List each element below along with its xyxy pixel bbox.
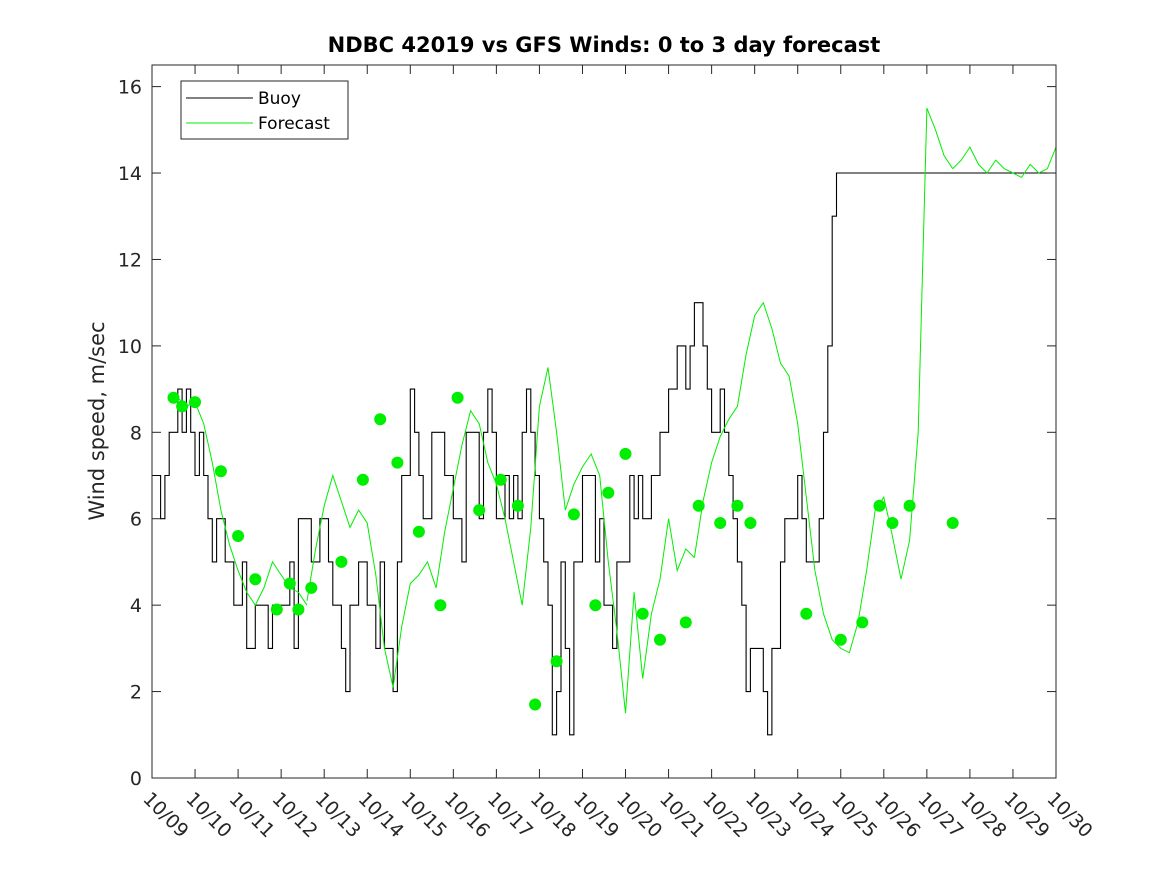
- analysis-point: [903, 499, 916, 512]
- y-tick-label: 2: [130, 682, 142, 704]
- analysis-point: [511, 499, 524, 512]
- analysis-point: [800, 607, 813, 620]
- analysis-point: [636, 607, 649, 620]
- analysis-point: [283, 577, 296, 590]
- analysis-point: [292, 603, 305, 616]
- analysis-point: [374, 413, 387, 426]
- analysis-point: [270, 603, 283, 616]
- analysis-point: [654, 633, 666, 646]
- analysis-point: [692, 499, 705, 512]
- y-tick-label: 0: [130, 768, 142, 790]
- analysis-point: [567, 508, 580, 521]
- analysis-point: [167, 391, 180, 404]
- analysis-point: [232, 530, 245, 542]
- forecast-line-3: [435, 367, 566, 606]
- y-tick-label: 12: [118, 249, 142, 271]
- analysis-point: [189, 396, 201, 409]
- axes-box: [151, 64, 1057, 779]
- analysis-point: [744, 517, 757, 529]
- analysis-point: [873, 499, 886, 512]
- legend-box: [180, 80, 349, 140]
- analysis-point: [214, 465, 227, 478]
- analysis-point: [249, 573, 262, 586]
- analysis-point: [856, 616, 869, 629]
- buoy-series: [152, 172, 1056, 736]
- analysis-point: [602, 486, 615, 499]
- y-axis-label: Wind speed, m/sec: [85, 321, 109, 520]
- legend: Buoy Forecast: [180, 80, 349, 140]
- legend-buoy-label: Buoy: [258, 89, 301, 109]
- analysis-point: [494, 473, 507, 486]
- analysis-point: [451, 391, 464, 404]
- y-axis-ticks: 0 2 4 6 8 10 12 14 16: [118, 77, 1056, 790]
- analysis-points: [167, 391, 959, 711]
- y-tick-label: 14: [118, 163, 142, 185]
- y-tick-label: 16: [118, 77, 142, 99]
- chart-title: NDBC 42019 vs GFS Winds: 0 to 3 day fore…: [328, 33, 881, 57]
- analysis-point: [473, 504, 486, 517]
- analysis-point: [335, 555, 348, 568]
- forecast-line-5: [693, 301, 824, 614]
- forecast-line-6: [823, 108, 954, 654]
- analysis-point: [589, 599, 602, 612]
- analysis-point: [305, 581, 318, 594]
- forecast-line-7: [952, 146, 1057, 179]
- analysis-point: [356, 473, 369, 486]
- analysis-point: [946, 517, 959, 529]
- y-tick-label: 10: [118, 336, 142, 358]
- analysis-point: [176, 400, 189, 413]
- axes-background: [152, 65, 1056, 778]
- y-tick-label: 4: [130, 595, 142, 617]
- analysis-point: [834, 633, 847, 646]
- analysis-point: [550, 655, 563, 668]
- buoy-line: [152, 172, 1056, 736]
- analysis-point: [412, 525, 425, 538]
- y-tick-label: 6: [130, 509, 142, 531]
- analysis-point: [391, 456, 404, 469]
- legend-forecast-label: Forecast: [258, 114, 330, 134]
- forecast-line-4: [564, 452, 695, 714]
- forecast-series: [177, 108, 1057, 714]
- y-tick-label: 8: [130, 422, 142, 444]
- analysis-point: [714, 517, 727, 529]
- analysis-point: [679, 616, 692, 629]
- analysis-point: [434, 599, 447, 612]
- analysis-point: [886, 517, 899, 529]
- analysis-point: [731, 499, 744, 512]
- forecast-line-2: [306, 473, 437, 688]
- analysis-point: [529, 698, 542, 711]
- analysis-point: [619, 447, 632, 460]
